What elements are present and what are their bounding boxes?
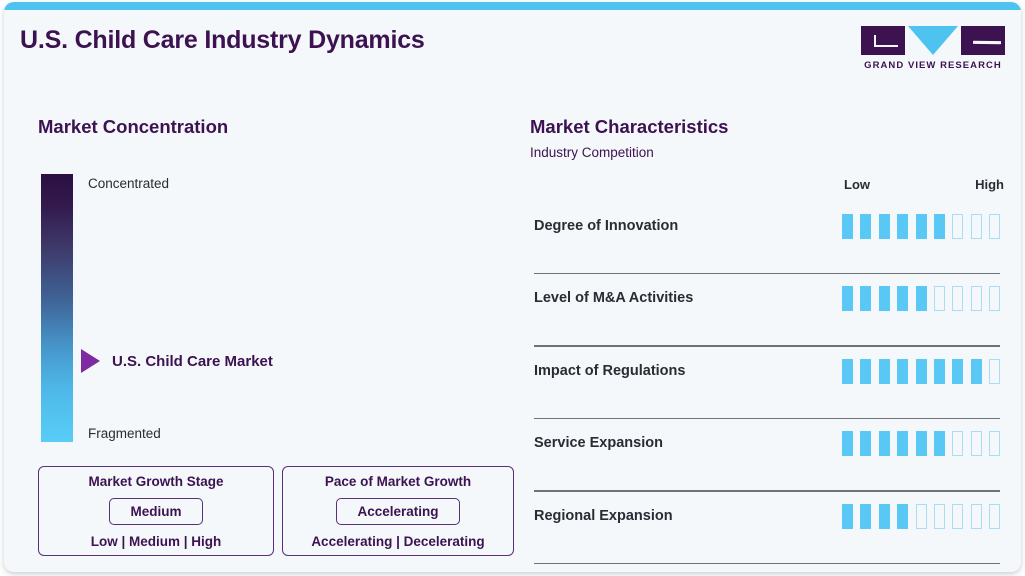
rating-segment — [897, 503, 909, 529]
rating-segment — [860, 358, 872, 384]
rating-segment — [989, 431, 1000, 457]
characteristic-row: Regional Expansion — [534, 492, 1000, 564]
characteristic-label: Regional Expansion — [534, 507, 673, 524]
market-growth-stage-value: Medium — [109, 498, 203, 525]
logo-wordmark: GRAND VIEW RESEARCH — [864, 60, 1002, 71]
rating-segment — [878, 431, 890, 457]
pace-of-market-growth-box: Pace of Market Growth Accelerating Accel… — [282, 466, 514, 556]
pace-of-market-growth-value: Accelerating — [336, 498, 460, 525]
characteristic-row: Level of M&A Activities — [534, 274, 1000, 347]
rating-segment — [915, 431, 927, 457]
characteristic-rating-bars — [842, 431, 1000, 457]
rating-segment — [952, 286, 964, 312]
rating-segment — [878, 503, 890, 529]
row-divider — [534, 417, 1000, 420]
characteristic-label: Service Expansion — [534, 435, 663, 452]
row-divider — [534, 273, 1000, 275]
scale-top-label: Concentrated — [88, 176, 170, 191]
market-concentration-heading: Market Concentration — [38, 116, 229, 137]
market-position-marker-icon — [81, 349, 100, 373]
characteristics-list: Degree of Innovation Level of M&A Activit… — [534, 202, 1000, 564]
rating-segment — [878, 358, 890, 384]
characteristic-row: Degree of Innovation — [534, 202, 1000, 275]
market-position-label: U.S. Child Care Market — [112, 353, 273, 370]
rating-segment — [915, 214, 927, 239]
rating-segment — [878, 286, 890, 312]
characteristic-row: Impact of Regulations — [534, 347, 1000, 420]
pace-of-market-growth-scale: Accelerating | Decelerating — [311, 534, 485, 549]
rating-segment — [860, 286, 872, 312]
row-divider — [534, 490, 1000, 492]
market-characteristics-heading: Market Characteristics — [530, 116, 729, 137]
logo-right-rect-icon — [961, 26, 1005, 55]
rating-segment — [952, 503, 964, 529]
characteristic-label: Level of M&A Activities — [534, 290, 694, 307]
rating-segment — [970, 214, 982, 239]
rating-segment — [860, 431, 872, 457]
rating-segment — [860, 503, 872, 529]
rating-segment — [842, 286, 853, 312]
logo-marks — [861, 26, 1005, 55]
rating-segment — [915, 503, 927, 529]
scale-low-label: Low — [844, 177, 870, 192]
pace-of-market-growth-title: Pace of Market Growth — [324, 474, 472, 489]
rating-segment — [842, 431, 853, 457]
characteristic-rating-bars — [842, 286, 1000, 312]
scale-bottom-label: Fragmented — [88, 426, 161, 441]
market-characteristics-subheading: Industry Competition — [530, 145, 654, 160]
rating-segment — [878, 214, 890, 239]
rating-segment — [897, 286, 909, 312]
rating-segment — [897, 431, 909, 457]
rating-segment — [842, 503, 853, 529]
row-divider — [534, 562, 1000, 564]
characteristic-rating-bars — [842, 358, 1000, 384]
rating-scale-header: Low High — [844, 177, 1004, 192]
page-title: U.S. Child Care Industry Dynamics — [20, 26, 425, 54]
row-divider — [534, 345, 1000, 347]
rating-segment — [842, 214, 853, 239]
logo-triangle-icon — [908, 26, 958, 55]
rating-segment — [915, 286, 927, 312]
rating-segment — [933, 214, 945, 239]
rating-segment — [933, 286, 945, 312]
rating-segment — [989, 286, 1000, 312]
rating-segment — [842, 358, 853, 384]
market-growth-stage-box: Market Growth Stage Medium Low | Medium … — [38, 466, 274, 556]
rating-segment — [933, 358, 945, 384]
market-growth-stage-scale: Low | Medium | High — [90, 534, 222, 549]
rating-segment — [970, 286, 982, 312]
rating-segment — [989, 358, 1000, 384]
characteristic-label: Impact of Regulations — [534, 362, 686, 379]
characteristic-rating-bars — [842, 503, 1000, 529]
rating-segment — [933, 431, 945, 457]
characteristic-row: Service Expansion — [534, 419, 1000, 492]
logo-left-rect-icon — [861, 26, 905, 55]
rating-segment — [860, 214, 872, 239]
rating-segment — [952, 214, 964, 239]
rating-segment — [915, 358, 927, 384]
rating-segment — [897, 214, 909, 239]
rating-segment — [933, 503, 945, 529]
brand-logo: GRAND VIEW RESEARCH — [861, 26, 1005, 71]
infographic-card: U.S. Child Care Industry Dynamics GRAND … — [4, 2, 1021, 572]
rating-segment — [952, 358, 964, 384]
top-accent-bar — [4, 2, 1021, 10]
market-growth-stage-title: Market Growth Stage — [88, 474, 224, 489]
rating-segment — [970, 358, 982, 384]
rating-segment — [970, 431, 982, 457]
rating-segment — [897, 358, 909, 384]
concentration-gradient-scale — [41, 174, 73, 442]
scale-high-label: High — [975, 177, 1004, 192]
characteristic-rating-bars — [842, 214, 1000, 239]
rating-segment — [970, 503, 982, 529]
rating-segment — [989, 503, 1000, 529]
rating-segment — [952, 431, 964, 457]
rating-segment — [989, 214, 1000, 239]
characteristic-label: Degree of Innovation — [534, 218, 679, 234]
